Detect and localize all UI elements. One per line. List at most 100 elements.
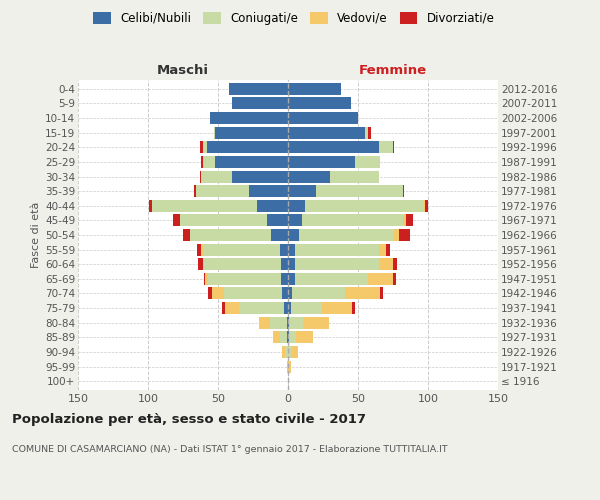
Bar [288,214,302,226]
Bar [380,288,383,300]
Bar [398,229,410,241]
Bar [205,273,208,285]
Bar [271,229,288,241]
Bar [232,170,288,182]
Bar [287,332,288,344]
Bar [379,142,393,154]
Bar [365,126,368,138]
Bar [197,244,201,256]
Bar [222,302,225,314]
Bar [270,316,287,328]
Bar [201,170,232,182]
Bar [288,288,292,300]
Bar [196,185,249,197]
Bar [394,229,398,241]
Bar [292,288,346,300]
Bar [249,185,288,197]
Y-axis label: Fasce di età: Fasce di età [31,202,41,268]
Bar [285,346,288,358]
Bar [296,332,313,344]
Bar [289,332,296,344]
Bar [280,244,288,256]
Bar [203,142,207,154]
Bar [346,288,380,300]
Bar [214,126,215,138]
Bar [259,316,270,328]
Bar [180,214,267,226]
Bar [368,126,371,138]
Bar [379,244,386,256]
Bar [288,83,341,95]
Bar [281,258,288,270]
Bar [194,185,196,197]
Bar [208,273,281,285]
Bar [232,98,288,110]
Bar [284,302,288,314]
Bar [368,273,393,285]
Bar [288,332,289,344]
Bar [203,244,280,256]
Bar [288,98,351,110]
Bar [287,316,288,328]
Bar [288,229,299,241]
Bar [267,214,288,226]
Bar [288,185,316,197]
Bar [229,83,288,95]
Bar [201,244,203,256]
Bar [215,126,288,138]
Bar [291,346,298,358]
Legend: Celibi/Nubili, Coniugati/e, Vedovi/e, Divorziati/e: Celibi/Nubili, Coniugati/e, Vedovi/e, Di… [90,8,498,28]
Bar [209,112,288,124]
Bar [288,346,291,358]
Bar [295,244,379,256]
Bar [379,258,393,270]
Bar [288,316,289,328]
Bar [190,229,271,241]
Bar [204,258,281,270]
Bar [200,170,201,182]
Bar [288,170,330,182]
Text: Maschi: Maschi [157,64,209,78]
Bar [288,258,295,270]
Bar [386,244,390,256]
Bar [152,200,257,212]
Bar [393,273,396,285]
Bar [425,200,428,212]
Bar [393,258,397,270]
Bar [322,302,352,314]
Bar [403,214,406,226]
Bar [291,302,322,314]
Bar [201,156,203,168]
Bar [424,200,425,212]
Bar [257,200,288,212]
Bar [287,360,288,372]
Bar [302,214,403,226]
Bar [199,258,203,270]
Text: Femmine: Femmine [359,64,427,78]
Bar [288,156,355,168]
Bar [288,200,305,212]
Bar [283,288,288,300]
Bar [183,229,190,241]
Bar [207,142,288,154]
Bar [283,346,285,358]
Bar [212,288,224,300]
Text: COMUNE DI CASAMARCIANO (NA) - Dati ISTAT 1° gennaio 2017 - Elaborazione TUTTITAL: COMUNE DI CASAMARCIANO (NA) - Dati ISTAT… [12,445,448,454]
Bar [330,170,379,182]
Bar [288,273,295,285]
Bar [304,316,329,328]
Bar [203,156,204,168]
Bar [295,273,368,285]
Bar [204,273,205,285]
Bar [149,200,152,212]
Bar [316,185,403,197]
Bar [215,156,288,168]
Bar [288,142,379,154]
Bar [288,302,291,314]
Bar [288,244,295,256]
Bar [208,288,212,300]
Bar [203,258,204,270]
Bar [225,302,239,314]
Bar [204,156,215,168]
Bar [272,332,280,344]
